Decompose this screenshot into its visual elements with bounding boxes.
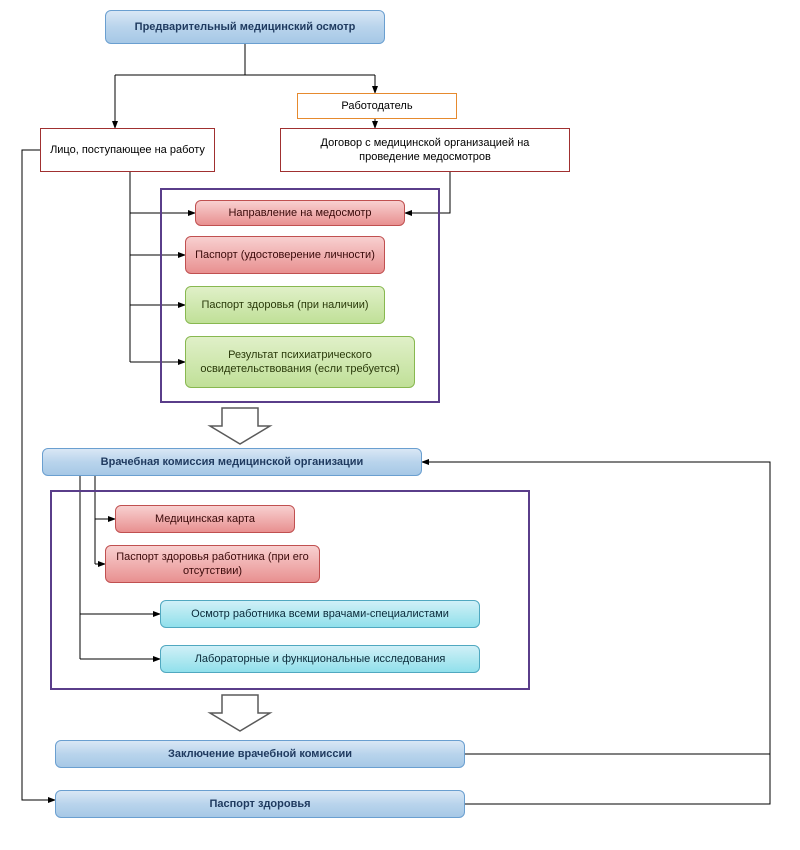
node-worker-health-passport: Паспорт здоровья работника (при его отсу… xyxy=(105,545,320,583)
node-label: Паспорт (удостоверение личности) xyxy=(195,248,375,262)
node-label: Медицинская карта xyxy=(155,512,255,526)
node-label: Паспорт здоровья xyxy=(209,797,310,811)
node-label: Предварительный медицинский осмотр xyxy=(135,20,356,34)
node-health-passport-out: Паспорт здоровья xyxy=(55,790,465,818)
node-psych-result: Результат психиатрического освидетельств… xyxy=(185,336,415,388)
node-prelim-exam: Предварительный медицинский осмотр xyxy=(105,10,385,44)
node-label: Лабораторные и функциональные исследован… xyxy=(195,652,446,666)
node-referral: Направление на медосмотр xyxy=(195,200,405,226)
node-health-passport: Паспорт здоровья (при наличии) xyxy=(185,286,385,324)
node-med-card: Медицинская карта xyxy=(115,505,295,533)
node-label: Договор с медицинской организацией на пр… xyxy=(289,136,561,165)
node-label: Лицо, поступающее на работу xyxy=(50,143,205,157)
node-specialist-exam: Осмотр работника всеми врачами-специалис… xyxy=(160,600,480,628)
node-passport: Паспорт (удостоверение личности) xyxy=(185,236,385,274)
node-label: Осмотр работника всеми врачами-специалис… xyxy=(191,607,449,621)
node-label: Паспорт здоровья (при наличии) xyxy=(201,298,368,312)
node-applicant: Лицо, поступающее на работу xyxy=(40,128,215,172)
node-label: Паспорт здоровья работника (при его отсу… xyxy=(114,550,311,579)
node-label: Направление на медосмотр xyxy=(228,206,371,220)
node-label: Работодатель xyxy=(341,99,412,113)
node-label: Врачебная комиссия медицинской организац… xyxy=(101,455,364,469)
node-contract: Договор с медицинской организацией на пр… xyxy=(280,128,570,172)
node-employer: Работодатель xyxy=(297,93,457,119)
node-conclusion: Заключение врачебной комиссии xyxy=(55,740,465,768)
node-lab-tests: Лабораторные и функциональные исследован… xyxy=(160,645,480,673)
node-label: Результат психиатрического освидетельств… xyxy=(194,348,406,377)
node-commission: Врачебная комиссия медицинской организац… xyxy=(42,448,422,476)
node-label: Заключение врачебной комиссии xyxy=(168,747,352,761)
